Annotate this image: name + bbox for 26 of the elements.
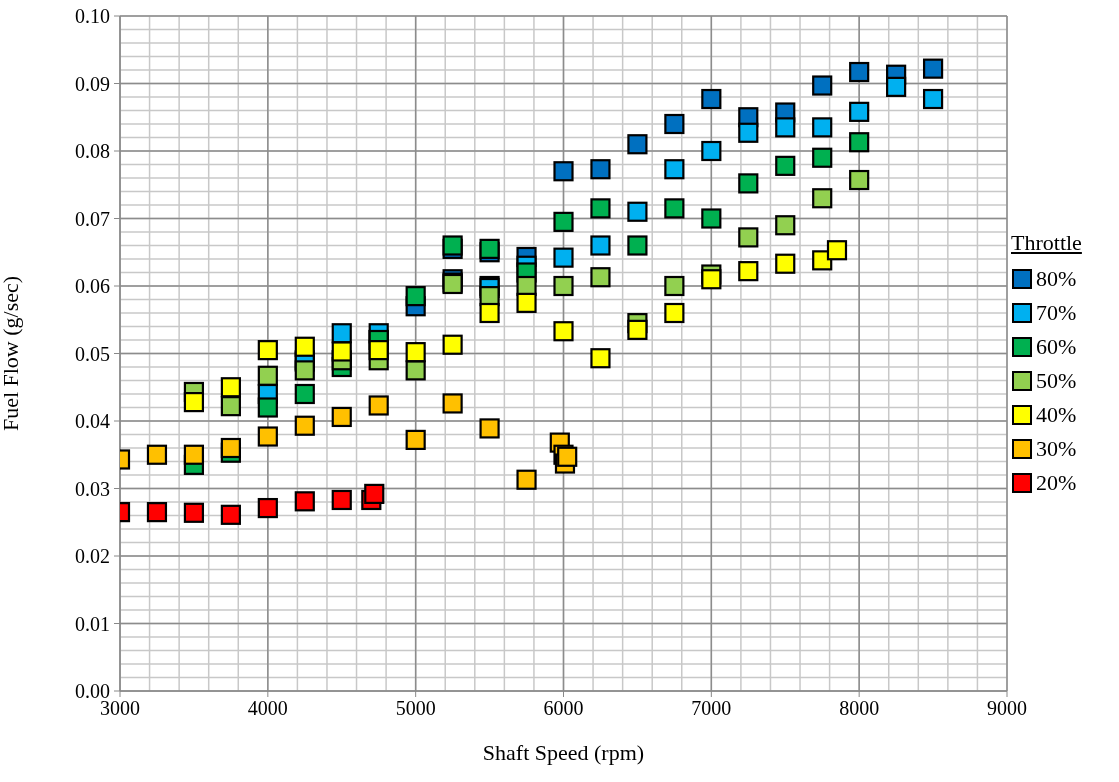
y-tick-label: 0.01 bbox=[75, 612, 110, 635]
y-tick-label: 0.08 bbox=[75, 140, 110, 162]
legend-label: 20% bbox=[1036, 470, 1077, 496]
x-axis-title: Shaft Speed (rpm) bbox=[482, 740, 645, 765]
y-tick-label: 0.09 bbox=[75, 72, 110, 95]
x-tick-label: 5000 bbox=[395, 697, 436, 719]
legend-label: 50% bbox=[1036, 368, 1077, 394]
legend-label: 40% bbox=[1036, 402, 1077, 428]
y-tick-label: 0.05 bbox=[75, 342, 110, 365]
x-tick-label: 8000 bbox=[839, 697, 880, 719]
x-tick-label: 6000 bbox=[543, 697, 584, 719]
legend-label: 80% bbox=[1036, 266, 1077, 292]
y-tick-label: 0.07 bbox=[75, 207, 110, 230]
y-tick-label: 0.03 bbox=[75, 477, 110, 500]
legend-title: Throttle bbox=[1011, 230, 1082, 256]
y-axis-title: Fuel Flow (g/sec) bbox=[0, 275, 23, 432]
y-tick-label: 0.06 bbox=[75, 275, 110, 297]
legend-label: 70% bbox=[1036, 300, 1077, 326]
y-tick-label: 0.02 bbox=[75, 545, 110, 567]
x-tick-label: 4000 bbox=[247, 697, 288, 719]
y-tick-label: 0.04 bbox=[75, 410, 110, 432]
x-tick-label: 9000 bbox=[987, 697, 1027, 719]
x-tick-label: 7000 bbox=[691, 697, 732, 719]
legend-label: 60% bbox=[1036, 334, 1077, 360]
legend-label: 30% bbox=[1036, 436, 1077, 462]
y-tick-label: 0.10 bbox=[75, 5, 110, 27]
